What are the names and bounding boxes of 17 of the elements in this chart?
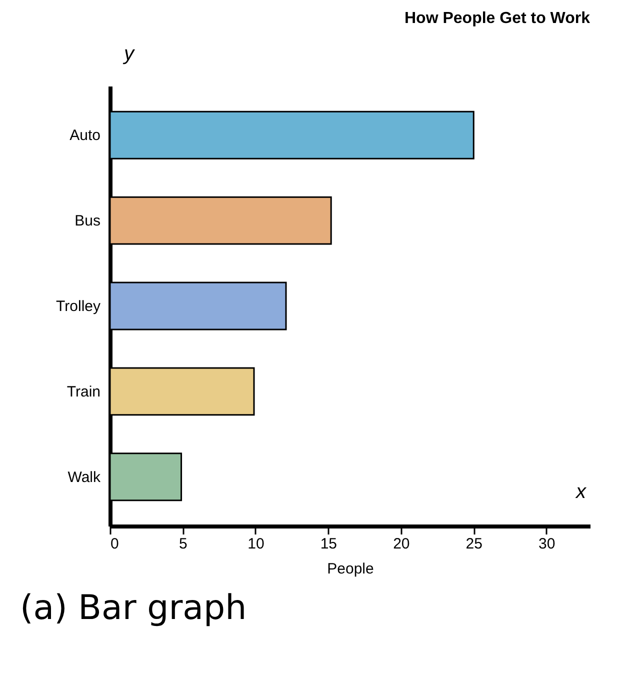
y-tick-label: Train: [66, 383, 100, 400]
annotation: x: [575, 481, 587, 503]
y-tick-label: Walk: [68, 468, 101, 486]
x-tick-label: 5: [179, 536, 188, 552]
text: (a) Bar graph: [20, 588, 247, 628]
text: y: [122, 43, 135, 65]
x-axis-title: People: [327, 560, 374, 578]
x-tick-label: 30: [538, 536, 556, 552]
x-tick-label: 25: [466, 536, 482, 552]
y-tick-label: Trolley: [56, 298, 101, 315]
y-tick-label: Auto: [70, 127, 100, 144]
x-tick-label: 0: [110, 536, 119, 552]
x-tick-label: 10: [248, 536, 264, 552]
y-tick-label: Bus: [74, 212, 100, 230]
x-tick-label: 15: [320, 536, 338, 552]
x-tick-label: 20: [393, 536, 410, 552]
chart-title: How People Get to Work: [404, 10, 590, 27]
